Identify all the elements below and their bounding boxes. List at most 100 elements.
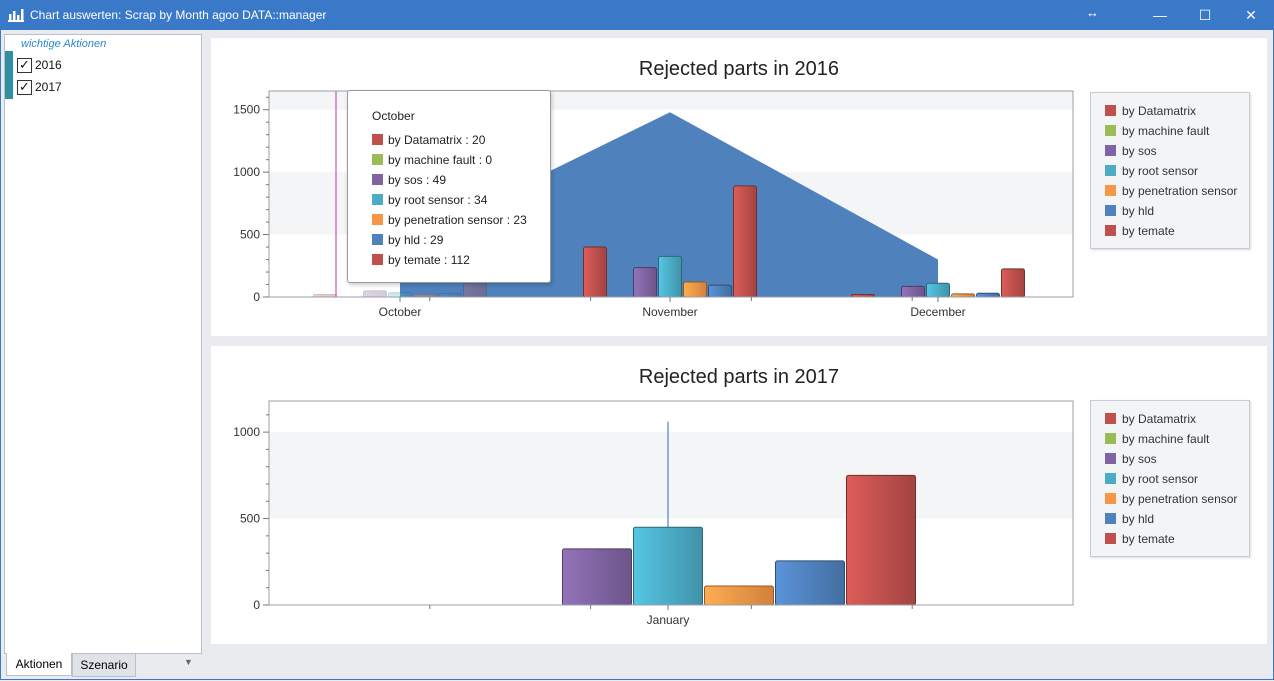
bar-by-root-sensor-january[interactable] bbox=[633, 526, 703, 606]
legend-label: by sos bbox=[1122, 452, 1157, 466]
tooltip-swatch bbox=[372, 254, 383, 265]
chart-tooltip: October by Datamatrix : 20 by machine fau… bbox=[347, 90, 551, 283]
tooltip-swatch bbox=[372, 234, 383, 245]
y-tick-label: 500 bbox=[240, 228, 260, 242]
y-tick-label: 500 bbox=[240, 512, 260, 526]
checkbox-icon[interactable]: ✓ bbox=[17, 80, 32, 95]
legend-label: by penetration sensor bbox=[1122, 492, 1238, 506]
tab-szenario[interactable]: Szenario bbox=[72, 653, 136, 677]
checkbox-icon[interactable]: ✓ bbox=[17, 58, 32, 73]
bar-by-root-sensor-november[interactable] bbox=[658, 255, 682, 298]
bar-by-hld-november[interactable] bbox=[708, 284, 732, 298]
bar-by-root-sensor-december[interactable] bbox=[926, 282, 950, 298]
checkbox-label: 2017 bbox=[35, 80, 62, 94]
tooltip-label: by sos : 49 bbox=[388, 173, 447, 187]
x-tick-label: October bbox=[379, 305, 422, 319]
bar-by-datamatrix-november[interactable] bbox=[583, 246, 607, 298]
legend-label: by machine fault bbox=[1122, 124, 1210, 138]
legend-label: by hld bbox=[1122, 204, 1155, 218]
bar-by-temate-january[interactable] bbox=[846, 474, 916, 606]
tooltip-label: by machine fault : 0 bbox=[388, 153, 493, 167]
chart-panel-2017: Rejected parts in 2017 0 500 1000 January b… bbox=[211, 346, 1267, 644]
legend-swatch bbox=[1105, 205, 1116, 216]
checkbox-label: 2016 bbox=[35, 58, 62, 72]
plot-area-border bbox=[268, 400, 1074, 606]
window-title: Chart auswerten: Scrap by Month agoo DAT… bbox=[30, 8, 327, 22]
legend-label: by temate bbox=[1122, 224, 1175, 238]
selection-accent bbox=[5, 51, 13, 99]
legend-swatch bbox=[1105, 125, 1116, 136]
legend-swatch bbox=[1105, 145, 1116, 156]
bar-by-sos-december[interactable] bbox=[901, 285, 925, 298]
bar-by-root-sensor-october[interactable] bbox=[388, 292, 412, 298]
legend-swatch bbox=[1105, 433, 1116, 444]
title-bar: Chart auswerten: Scrap by Month agoo DAT… bbox=[0, 0, 1274, 30]
legend-label: by root sensor bbox=[1122, 472, 1199, 486]
bar-by-hld-october[interactable] bbox=[438, 292, 462, 298]
grid-band bbox=[269, 432, 1073, 519]
resize-icon[interactable]: ↔ bbox=[1086, 5, 1099, 20]
legend-swatch bbox=[1105, 413, 1116, 424]
bar-by-sos-january[interactable] bbox=[562, 548, 632, 606]
tooltip-swatch bbox=[372, 214, 383, 225]
chart-title: Rejected parts in 2016 bbox=[638, 58, 840, 80]
bar-by-hld-january[interactable] bbox=[775, 560, 845, 606]
tab-dropdown-arrow-icon[interactable]: ▼ bbox=[184, 657, 193, 667]
legend-swatch bbox=[1105, 105, 1116, 116]
tooltip-label: by temate : 112 bbox=[388, 253, 470, 267]
bar-by-temate-october[interactable] bbox=[463, 282, 487, 298]
bar-by-sos-november[interactable] bbox=[633, 267, 657, 298]
y-tick-label: 0 bbox=[253, 598, 260, 612]
x-tick-label: December bbox=[910, 305, 965, 319]
panel-tabbar: Aktionen Szenario ▼ bbox=[4, 653, 200, 677]
legend-swatch bbox=[1105, 165, 1116, 176]
tooltip-label: by root sensor : 34 bbox=[388, 193, 488, 207]
legend-label: by machine fault bbox=[1122, 432, 1210, 446]
tooltip-label: by hld : 29 bbox=[388, 233, 444, 247]
close-button[interactable]: ✕ bbox=[1245, 7, 1257, 23]
bar-by-temate-december[interactable] bbox=[1001, 268, 1025, 298]
bar-by-temate-november[interactable] bbox=[733, 185, 757, 298]
bar-by-sos-october[interactable] bbox=[363, 290, 387, 298]
legend-label: by penetration sensor bbox=[1122, 184, 1238, 198]
legend-label: by hld bbox=[1122, 512, 1155, 526]
tooltip-title: October bbox=[372, 109, 415, 123]
bar-chart-icon bbox=[8, 9, 24, 22]
legend-swatch bbox=[1105, 453, 1116, 464]
chart-panel-2016: Rejected parts in 2016 0 500 1000 1500 Octob… bbox=[211, 38, 1267, 336]
tooltip-swatch bbox=[372, 194, 383, 205]
chart-title: Rejected parts in 2017 bbox=[638, 366, 840, 388]
y-tick-label: 1500 bbox=[233, 103, 260, 117]
maximize-button[interactable]: ☐ bbox=[1198, 7, 1212, 23]
tooltip-swatch bbox=[372, 134, 383, 145]
chart-legend: by Datamatrix by machine fault by sos by ro… bbox=[1090, 92, 1250, 249]
tooltip-label: by Datamatrix : 20 bbox=[388, 133, 486, 147]
bar-by-penetration-sensor-january[interactable] bbox=[704, 585, 774, 606]
legend-swatch bbox=[1105, 225, 1116, 236]
tab-aktionen[interactable]: Aktionen bbox=[6, 653, 72, 676]
chart-legend: by Datamatrix by machine fault by sos by ro… bbox=[1090, 400, 1250, 557]
legend-swatch bbox=[1105, 513, 1116, 524]
bar-by-hld-december[interactable] bbox=[976, 292, 1000, 298]
actions-panel: wichtige Aktionen ✓ 2016 ✓ 2017 bbox=[4, 34, 202, 654]
section-title: wichtige Aktionen bbox=[21, 38, 107, 50]
legend-label: by Datamatrix bbox=[1122, 412, 1197, 426]
tooltip-swatch bbox=[372, 174, 383, 185]
tooltip-label: by penetration sensor : 23 bbox=[388, 213, 527, 227]
legend-swatch bbox=[1105, 493, 1116, 504]
legend-label: by Datamatrix bbox=[1122, 104, 1197, 118]
bar-by-penetration-sensor-november[interactable] bbox=[683, 281, 707, 298]
x-tick-label: November bbox=[642, 305, 697, 319]
y-tick-label: 0 bbox=[253, 290, 260, 304]
y-tick-label: 1000 bbox=[233, 425, 260, 439]
minimize-button[interactable]: — bbox=[1153, 7, 1167, 23]
tooltip-swatch bbox=[372, 154, 383, 165]
chart-plot-2017[interactable]: 0 500 1000 January bbox=[211, 346, 1267, 644]
x-tick-label: January bbox=[647, 613, 690, 627]
legend-label: by sos bbox=[1122, 144, 1157, 158]
legend-swatch bbox=[1105, 533, 1116, 544]
legend-swatch bbox=[1105, 185, 1116, 196]
legend-label: by temate bbox=[1122, 532, 1175, 546]
legend-label: by root sensor bbox=[1122, 164, 1199, 178]
y-tick-label: 1000 bbox=[233, 165, 260, 179]
